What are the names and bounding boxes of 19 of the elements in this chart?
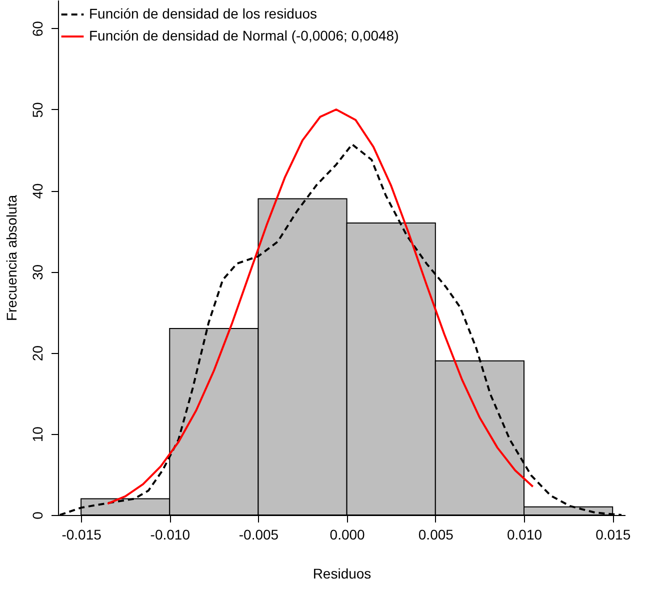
x-tick-label: -0.015 bbox=[62, 526, 102, 542]
x-tick-label: 0.005 bbox=[418, 526, 454, 542]
y-tick-label: 30 bbox=[30, 264, 46, 280]
y-tick-label: 60 bbox=[30, 20, 46, 37]
x-tick-label: -0.005 bbox=[238, 526, 279, 542]
y-tick-label: 10 bbox=[30, 426, 46, 442]
legend-label: Función de densidad de Normal (-0,0006; 0,0048) bbox=[89, 28, 399, 44]
legend-label: Función de densidad de los residuos bbox=[89, 6, 318, 22]
y-tick-label: 20 bbox=[30, 345, 46, 362]
x-tick-label: 0.015 bbox=[596, 526, 631, 542]
y-tick-label: 40 bbox=[30, 183, 46, 199]
y-axis-title: Frecuencia absoluta bbox=[4, 194, 20, 322]
x-tick-label: 0.010 bbox=[506, 526, 542, 542]
x-tick-label: -0.010 bbox=[150, 526, 190, 542]
y-tick-label: 50 bbox=[30, 102, 46, 118]
line-series bbox=[106, 108, 534, 505]
x-axis-title: Residuos bbox=[312, 566, 372, 582]
x-tick-label: 0.000 bbox=[330, 526, 366, 542]
y-tick-label: 0 bbox=[30, 511, 46, 520]
